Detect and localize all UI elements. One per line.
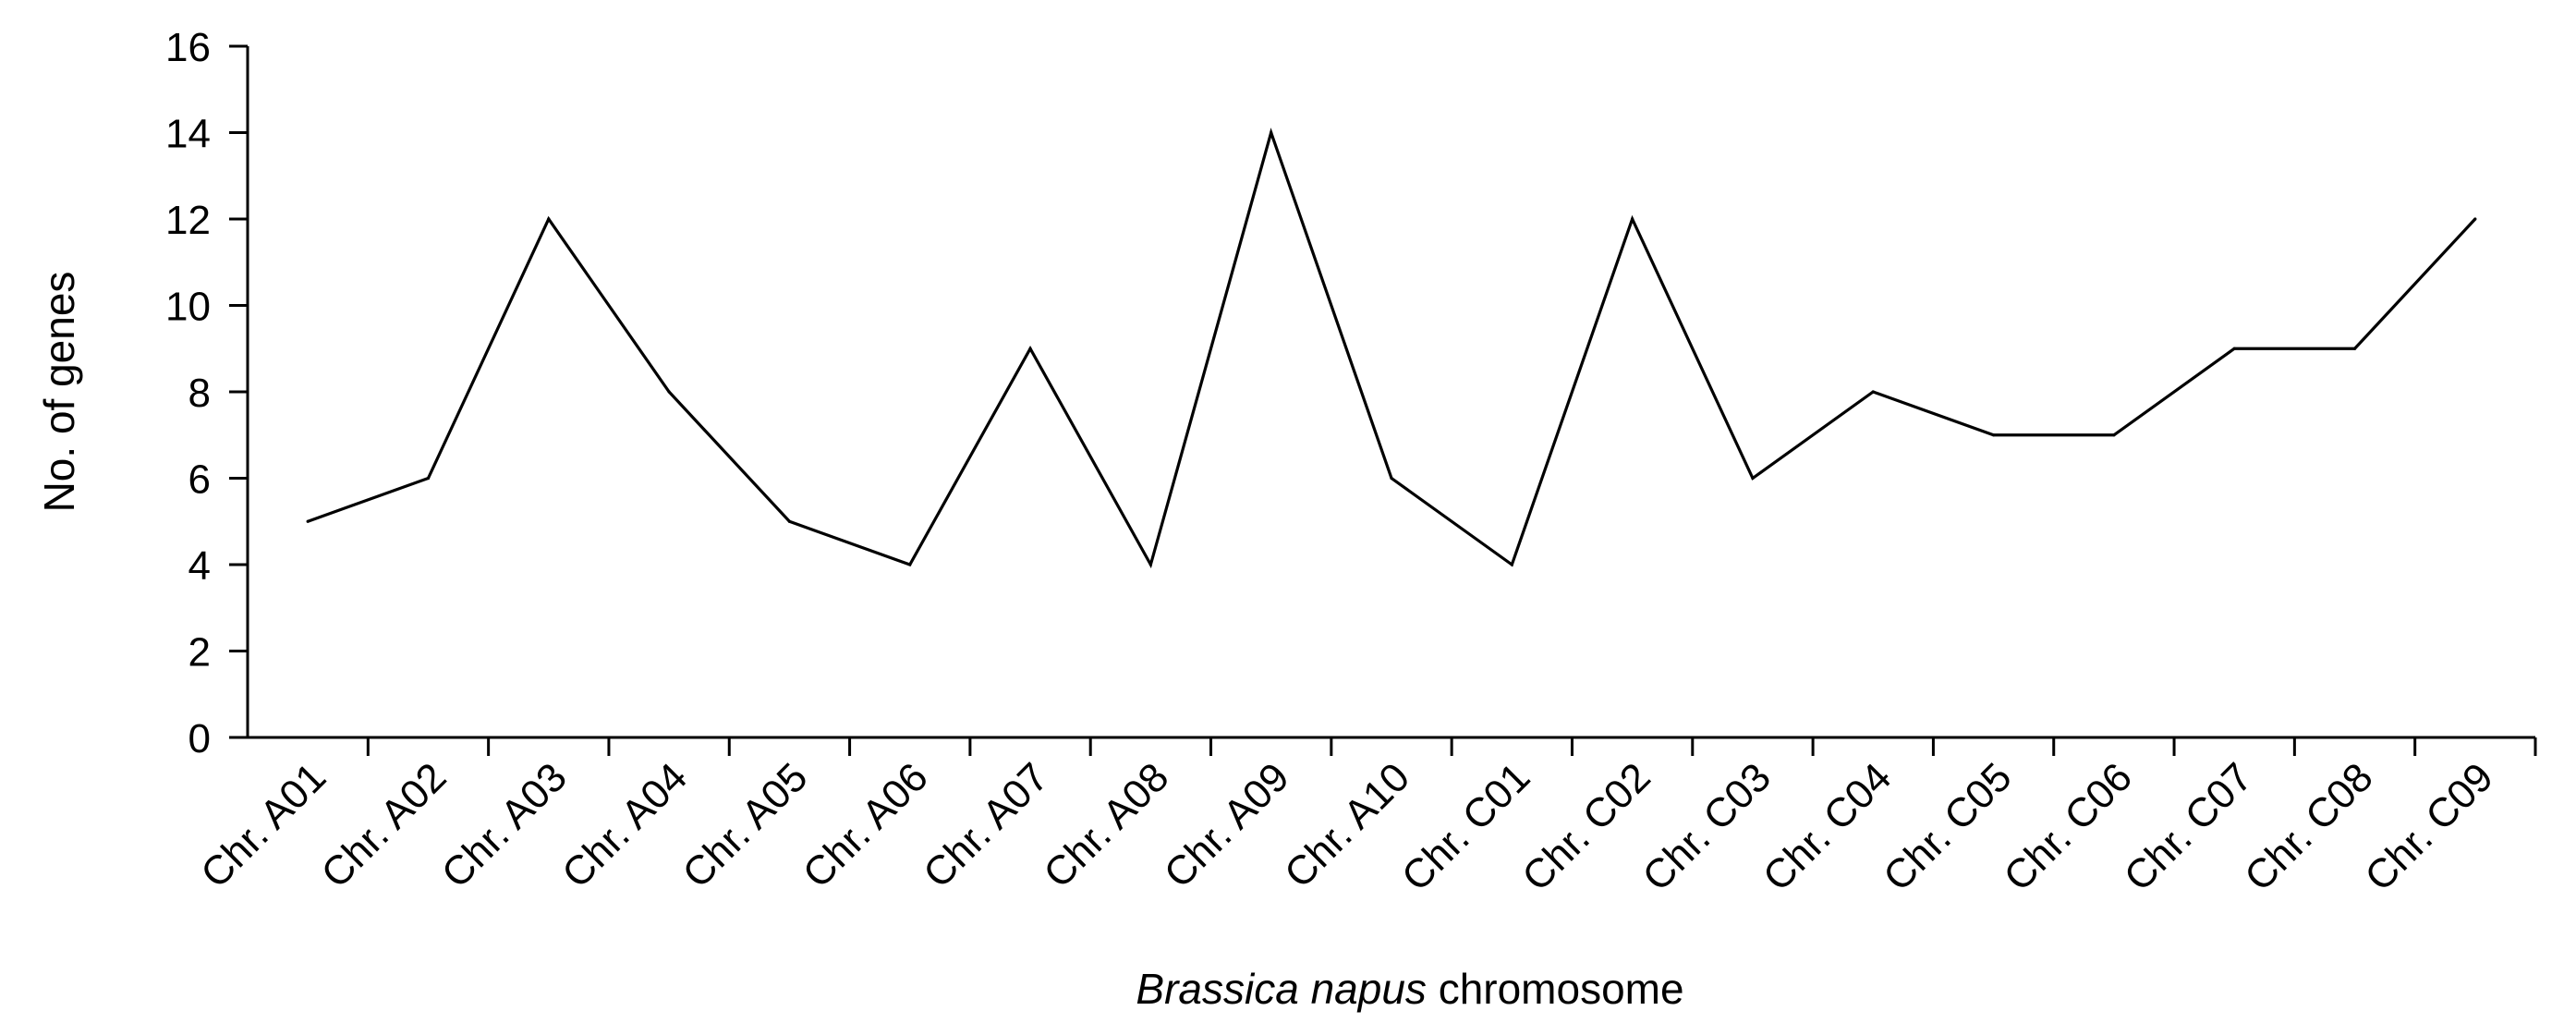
x-tick-label: Chr. A10 bbox=[1276, 754, 1418, 896]
x-tick-label: Chr. A01 bbox=[192, 754, 334, 896]
x-tick-label: Chr. C01 bbox=[1393, 754, 1538, 899]
data-point bbox=[1148, 563, 1152, 566]
data-point bbox=[2473, 217, 2477, 221]
x-tick-label: Chr. A04 bbox=[553, 754, 696, 896]
data-point bbox=[306, 519, 310, 523]
y-tick-label: 12 bbox=[165, 198, 211, 243]
data-point bbox=[908, 563, 912, 566]
x-tick-label: Chr. A05 bbox=[674, 754, 816, 896]
data-point bbox=[2352, 347, 2357, 350]
y-tick-label: 14 bbox=[165, 112, 211, 157]
y-tick-label: 4 bbox=[188, 543, 211, 589]
x-tick-label: Chr. A09 bbox=[1156, 754, 1298, 896]
y-tick-label: 6 bbox=[188, 457, 211, 503]
data-point bbox=[1871, 390, 1875, 394]
data-point bbox=[1631, 217, 1634, 221]
x-axis-title: Brassica napus chromosome bbox=[1136, 965, 1683, 1013]
x-tick-label: Chr. C04 bbox=[1755, 754, 1900, 899]
x-tick-label: Chr. A02 bbox=[313, 754, 456, 896]
x-axis-title-italic: Brassica napus bbox=[1136, 965, 1427, 1013]
data-point bbox=[1270, 130, 1273, 135]
y-tick-label: 16 bbox=[165, 25, 211, 70]
x-axis-title-regular: chromosome bbox=[1427, 965, 1684, 1013]
x-tick-label: Chr. A07 bbox=[915, 754, 1057, 896]
series-line bbox=[307, 128, 2477, 569]
data-point bbox=[547, 217, 551, 221]
data-point bbox=[667, 390, 671, 394]
y-tick-label: 0 bbox=[188, 716, 211, 761]
x-tick-label: Chr. C07 bbox=[2116, 754, 2261, 899]
series-group bbox=[306, 128, 2477, 569]
data-point bbox=[1390, 476, 1393, 481]
data-point bbox=[787, 519, 792, 523]
data-point bbox=[1751, 476, 1755, 481]
data-point bbox=[1991, 433, 1996, 437]
x-tick-label: Chr. A08 bbox=[1035, 754, 1177, 896]
data-point bbox=[2112, 433, 2116, 437]
y-tick-label: 2 bbox=[188, 630, 211, 676]
y-tick-label: 10 bbox=[165, 285, 211, 330]
y-axis-title: No. of genes bbox=[35, 272, 83, 513]
data-point bbox=[1510, 563, 1513, 566]
data-point bbox=[2232, 347, 2236, 350]
x-tick-label: Chr. C05 bbox=[1875, 754, 2020, 899]
y-tick-label: 8 bbox=[188, 371, 211, 416]
x-tick-label: Chr. C02 bbox=[1513, 754, 1659, 899]
x-tick-label: Chr. C03 bbox=[1634, 754, 1780, 899]
x-tick-label: Chr. C08 bbox=[2236, 754, 2381, 899]
x-tick-label: Chr. A06 bbox=[795, 754, 937, 896]
data-point bbox=[1028, 347, 1032, 350]
x-tick-label: Chr. A03 bbox=[433, 754, 576, 896]
x-tick-label: Chr. C09 bbox=[2356, 754, 2501, 899]
x-tick-label: Chr. C06 bbox=[1996, 754, 2141, 899]
data-point bbox=[426, 476, 431, 481]
y-ticks: 0 2 4 6 8 10 12 14 16 bbox=[165, 25, 248, 761]
